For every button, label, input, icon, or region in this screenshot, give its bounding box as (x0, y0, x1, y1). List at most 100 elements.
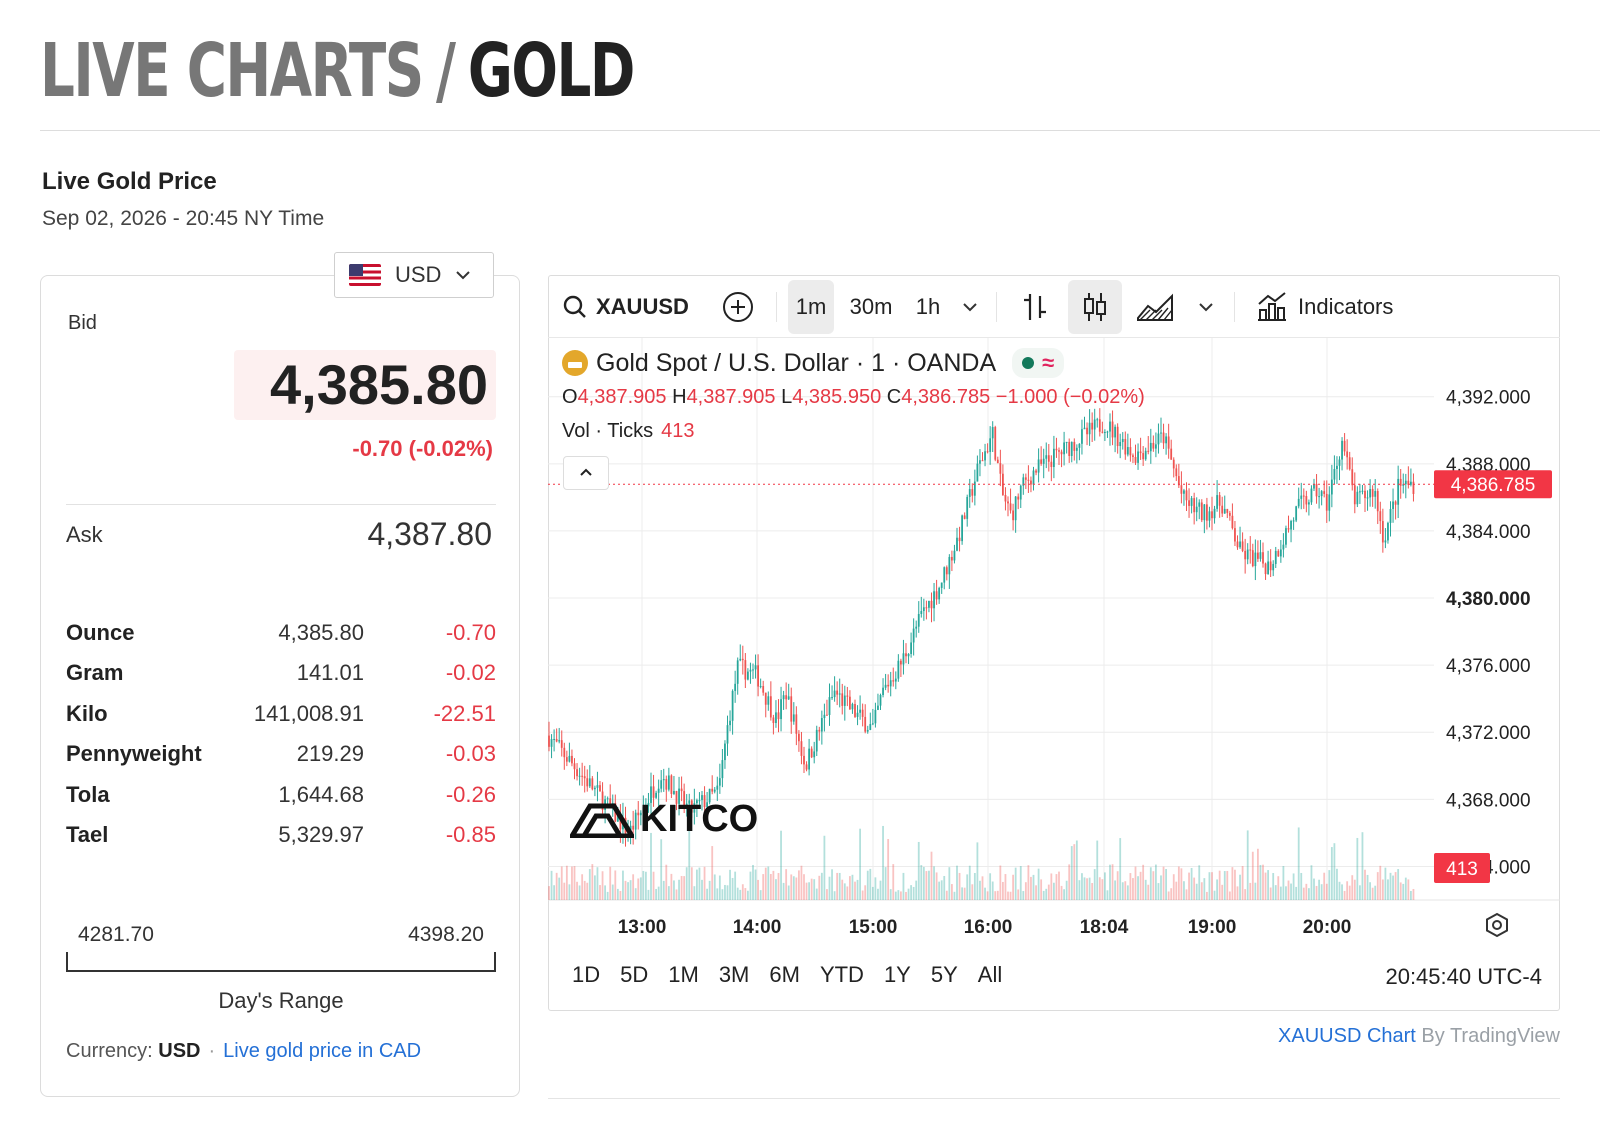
settings-icon[interactable] (1484, 912, 1510, 938)
volume-bar (1075, 840, 1078, 900)
legend-collapse-button[interactable] (563, 456, 609, 490)
indicators-icon[interactable] (1256, 290, 1288, 324)
candle-body (708, 788, 711, 803)
interval-1h[interactable]: 1h (915, 294, 941, 319)
volume-bar (1017, 889, 1020, 900)
tradingview-chart-link[interactable]: XAUUSD Chart (1278, 1025, 1416, 1047)
candle-body (1035, 470, 1037, 473)
volume-bar (1264, 872, 1267, 900)
candle-chart-type-button[interactable] (1068, 280, 1122, 334)
currency-selector[interactable]: USD (334, 252, 494, 298)
chart-legend-title: Gold Spot / U.S. Dollar · 1 · OANDA ≈ (562, 348, 1065, 378)
candle-body (752, 669, 754, 671)
ohlc-low: 4,385.950 (792, 386, 882, 408)
last-price-tag-text: 4,386.785 (1451, 475, 1536, 496)
candle-body (1328, 494, 1331, 511)
range-tab-1y[interactable]: 1Y (883, 962, 911, 987)
candle-body (1279, 549, 1282, 557)
search-icon[interactable] (562, 294, 588, 320)
volume-bar (1371, 887, 1374, 900)
candle-body (1119, 442, 1122, 447)
volume-bar (1259, 864, 1262, 900)
volume-bar (820, 872, 823, 900)
candle-body (831, 697, 833, 699)
candle-body (1170, 448, 1173, 460)
symbol-search-input[interactable]: XAUUSD (596, 294, 688, 319)
market-status-pill[interactable]: ≈ (1012, 348, 1065, 378)
us-flag-icon (349, 264, 381, 286)
volume-bar (1338, 881, 1341, 900)
bar-chart-type-icon[interactable] (1020, 290, 1050, 324)
range-tab-5d[interactable]: 5D (620, 962, 649, 987)
volume-bar (856, 879, 859, 900)
interval-1m[interactable]: 1m (788, 280, 834, 334)
candle-body (1272, 563, 1275, 571)
volume-bar (1369, 882, 1371, 900)
range-tab-ytd[interactable]: YTD (819, 962, 864, 987)
candle-body (879, 694, 882, 706)
candle-body (749, 669, 752, 672)
candle-body (606, 798, 609, 800)
volume-bar (851, 874, 854, 900)
kitco-logo-icon (570, 803, 634, 838)
candle-body (1183, 490, 1185, 494)
candle-body (650, 786, 652, 803)
cad-price-link[interactable]: Live gold price in CAD (223, 1040, 422, 1062)
volume-bar (1310, 865, 1313, 900)
volume-bar (1002, 881, 1004, 900)
price-chart[interactable]: 4,364.0004,368.0004,372.0004,376.0004,38… (548, 338, 1560, 938)
candle-chart-type-icon (1084, 293, 1106, 321)
volume-bar (986, 891, 989, 900)
candle-body (573, 763, 576, 770)
candle-body (869, 724, 872, 730)
bottom-divider (548, 1098, 1560, 1099)
candle-body (1050, 461, 1053, 468)
candle-body (1165, 436, 1167, 444)
volume-bar (599, 885, 601, 900)
bid-change: -0.70 (-0.02%) (352, 436, 493, 461)
range-tab-1d[interactable]: 1D (572, 962, 601, 987)
candle-body (905, 653, 907, 657)
volume-bar (1277, 876, 1280, 900)
range-tab-5y[interactable]: 5Y (930, 962, 958, 987)
x-tick-label: 18:04 (1080, 917, 1129, 938)
chevron-down-icon[interactable] (962, 302, 978, 312)
volume-bar (815, 888, 818, 900)
volume-bar (1101, 879, 1104, 900)
volume-bar (1042, 890, 1045, 900)
volume-bar (1185, 889, 1188, 900)
range-tab-1m[interactable]: 1M (668, 962, 699, 987)
candle-body (772, 717, 775, 724)
plus-circle-icon[interactable] (722, 291, 754, 323)
interval-30m[interactable]: 30m (849, 294, 893, 319)
range-tab-all[interactable]: All (977, 962, 1003, 987)
candle-body (1068, 441, 1071, 456)
candle-body (1254, 552, 1257, 567)
volume-bar (1231, 867, 1234, 900)
range-tab-3m[interactable]: 3M (718, 962, 750, 987)
volume-bar (583, 880, 586, 900)
volume-bar (1045, 888, 1048, 900)
volume-bar (999, 865, 1002, 900)
range-tab-6m[interactable]: 6M (769, 962, 800, 987)
volume-bar (673, 880, 675, 900)
indicators-button[interactable]: Indicators (1298, 294, 1394, 319)
candle-body (922, 607, 925, 612)
candle-body (836, 690, 839, 695)
ohlc-close-label: C (886, 386, 902, 408)
volume-bar (1221, 884, 1224, 900)
volume-bar (930, 851, 933, 900)
unit-row-gram: Gram 141.01 -0.02 (66, 660, 496, 700)
chevron-down-icon[interactable] (1198, 302, 1214, 312)
unit-value: 5,329.97 (278, 821, 364, 847)
x-tick-label: 15:00 (849, 917, 898, 938)
volume-bar (1195, 883, 1198, 900)
ohlc-open: 4,387.905 (577, 386, 667, 408)
candle-body (1114, 426, 1116, 438)
volume-bar (1290, 883, 1292, 900)
chart-clock[interactable]: 20:45:40 UTC-4 (1385, 964, 1542, 989)
volume-bar (841, 879, 844, 900)
volume-bar (718, 875, 721, 900)
area-chart-type-icon[interactable] (1136, 290, 1176, 324)
candle-body (1244, 550, 1247, 560)
